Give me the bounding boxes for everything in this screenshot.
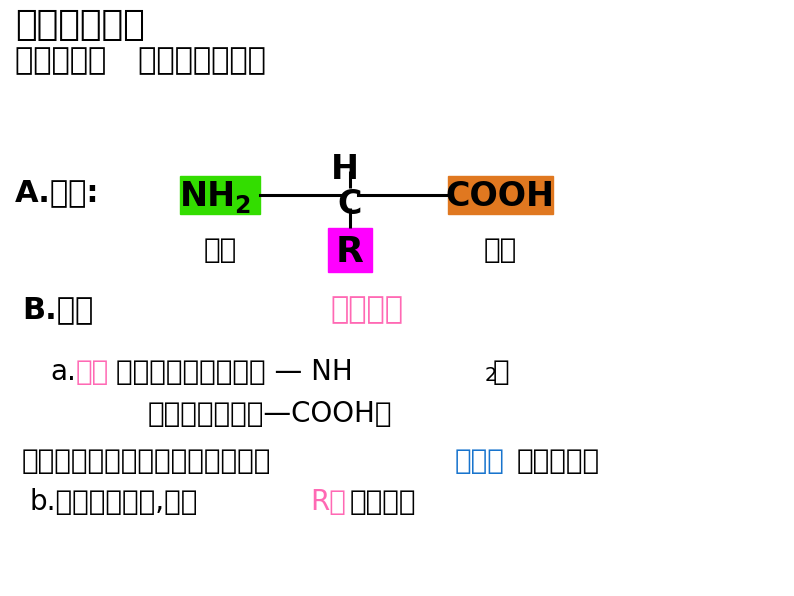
FancyBboxPatch shape	[448, 176, 553, 214]
Text: A.通式:: A.通式:	[15, 178, 99, 207]
Text: 含有一个游离氨基（ — NH: 含有一个游离氨基（ — NH	[116, 358, 353, 386]
Text: C: C	[337, 188, 362, 221]
Text: 同一个: 同一个	[455, 447, 505, 475]
Text: 一个游离羧基（—COOH）: 一个游离羧基（—COOH）	[148, 400, 392, 428]
Text: 羧基: 羧基	[484, 236, 517, 264]
Text: 碳原子上。: 碳原子上。	[517, 447, 600, 475]
Text: 侧链基团: 侧链基团	[330, 295, 403, 324]
Text: 2: 2	[233, 194, 250, 218]
Text: b.氨基酸的不同,在于: b.氨基酸的不同,在于	[30, 488, 198, 516]
Text: 【合作学习】: 【合作学习】	[15, 8, 145, 42]
Text: R: R	[336, 235, 364, 269]
Text: a.: a.	[50, 358, 76, 386]
Text: R基: R基	[310, 488, 346, 516]
Text: 且都有一个氨基和一个羧基连接在: 且都有一个氨基和一个羧基连接在	[22, 447, 272, 475]
Text: H: H	[331, 153, 359, 186]
Text: COOH: COOH	[445, 179, 554, 213]
Text: B.特点: B.特点	[22, 295, 93, 324]
Text: 合作探究一   氨基酸分子结构: 合作探究一 氨基酸分子结构	[15, 46, 266, 75]
Text: NH: NH	[180, 179, 236, 213]
FancyBboxPatch shape	[328, 228, 372, 272]
Text: 2: 2	[485, 366, 497, 385]
FancyBboxPatch shape	[180, 176, 260, 214]
Text: 至少: 至少	[76, 358, 110, 386]
Text: ）: ）	[493, 358, 510, 386]
Text: 的不同。: 的不同。	[350, 488, 417, 516]
Text: 氨基: 氨基	[203, 236, 237, 264]
